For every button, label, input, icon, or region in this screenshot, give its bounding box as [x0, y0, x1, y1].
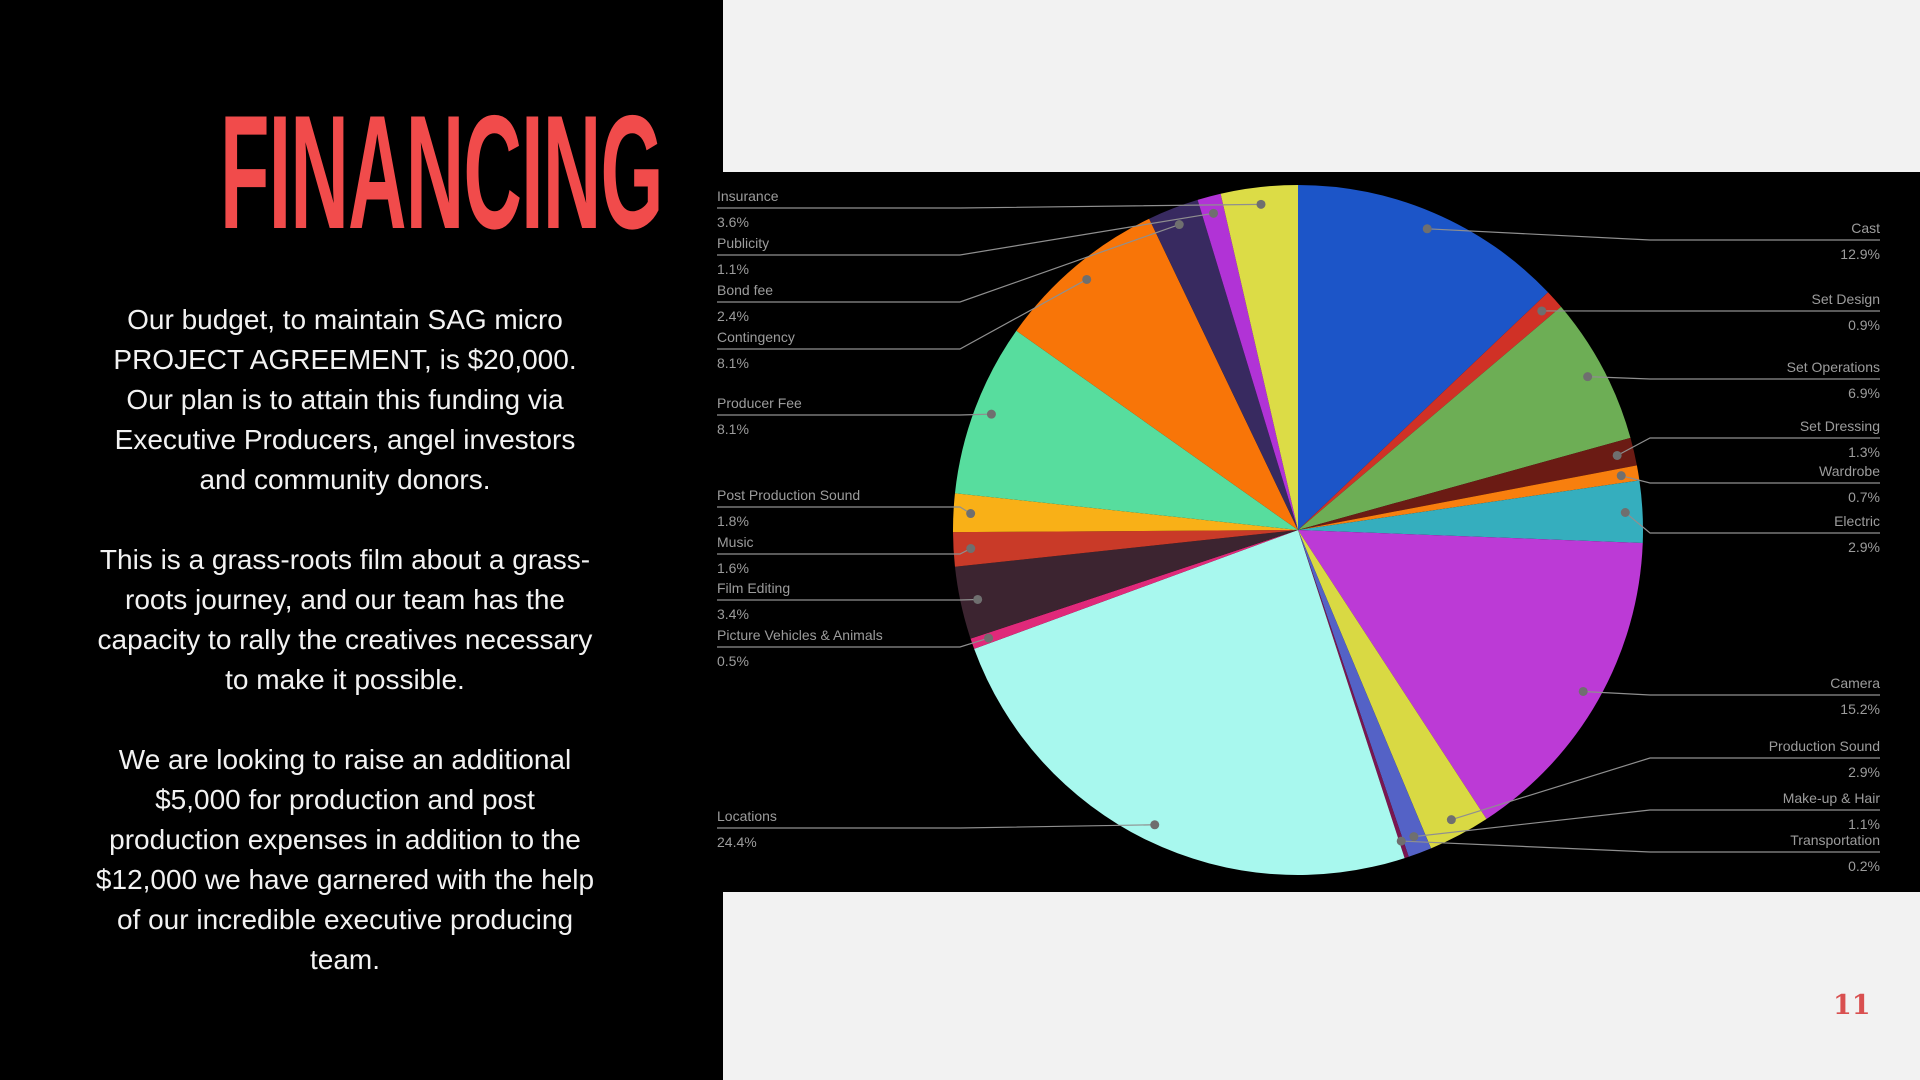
left-panel: FINANCING Our budget, to maintain SAG mi… — [0, 0, 723, 1080]
chart-background-band — [723, 172, 1920, 892]
body-paragraph-1: Our budget, to maintain SAG micro PROJEC… — [113, 304, 577, 495]
body-paragraph-3: We are looking to raise an additional $5… — [95, 744, 595, 975]
page-number: 11 — [1833, 990, 1871, 1021]
body-paragraph-2: This is a grass-roots film about a grass… — [97, 544, 593, 695]
body-text: Our budget, to maintain SAG micro PROJEC… — [95, 300, 595, 1020]
slide-title: FINANCING — [220, 82, 663, 263]
